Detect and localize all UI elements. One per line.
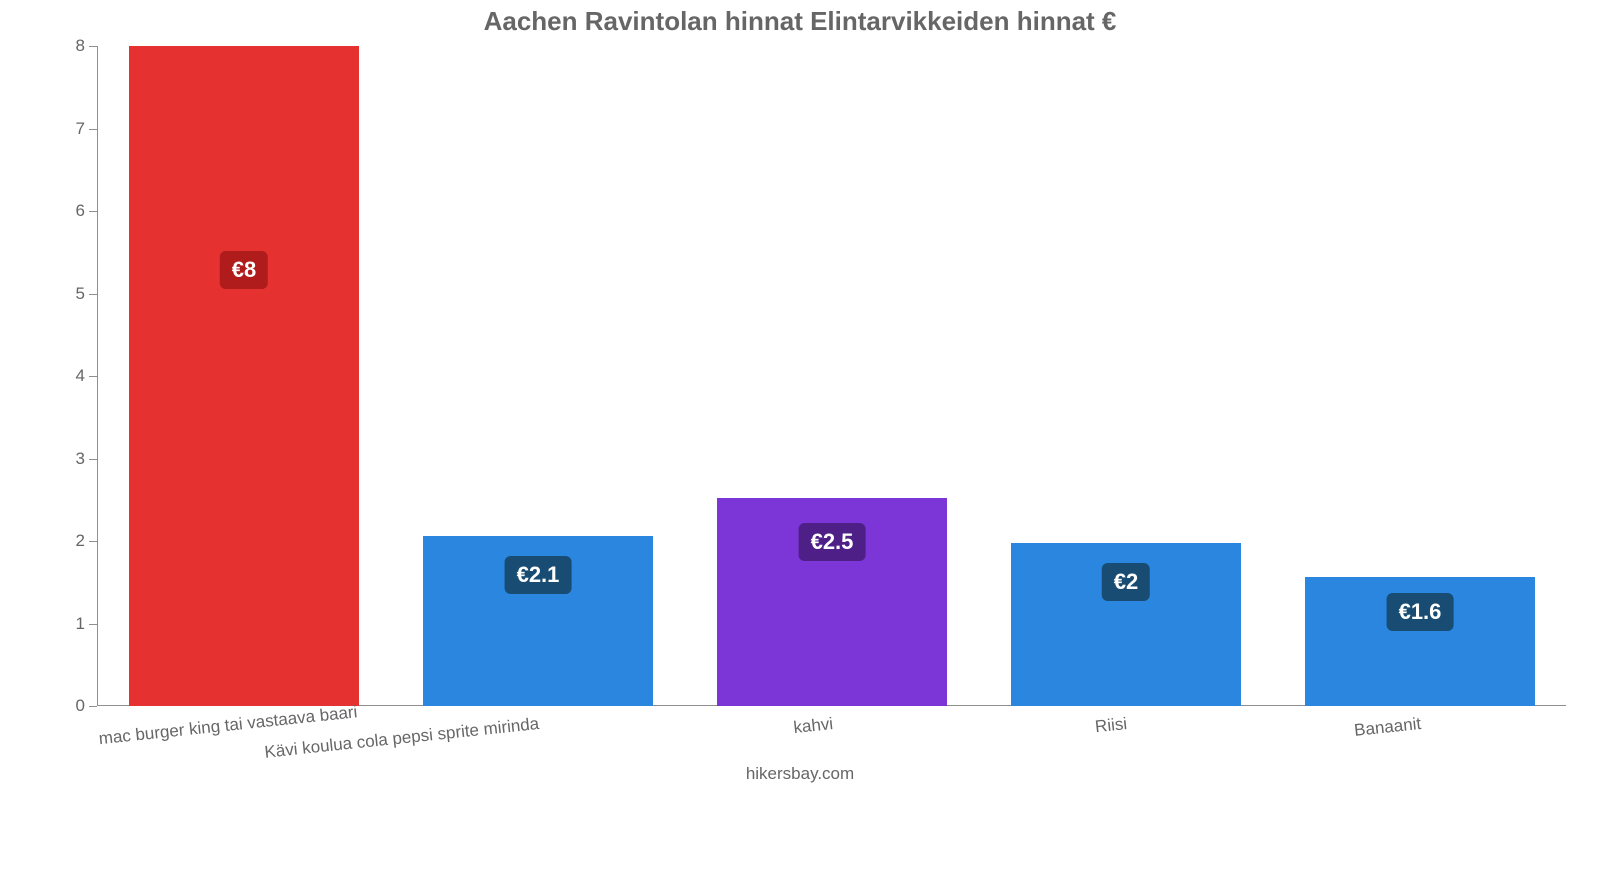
footer-credit: hikersbay.com [0,764,1600,784]
x-axis-category-label: mac burger king tai vastaava baari [98,714,246,749]
chart-plot-area: 012345678€8mac burger king tai vastaava … [96,46,1566,706]
y-axis-tick-label: 5 [76,284,97,304]
y-axis-tick-label: 3 [76,449,97,469]
y-axis-tick-label: 1 [76,614,97,634]
bar-value-badge: €2 [1102,563,1150,601]
bar-value-badge: €2.5 [799,523,866,561]
y-axis-tick-label: 4 [76,366,97,386]
bar [129,46,358,706]
y-axis-tick-label: 6 [76,201,97,221]
y-axis-tick-label: 7 [76,119,97,139]
bar-value-badge: €2.1 [505,556,572,594]
y-axis-tick-label: 0 [76,696,97,716]
y-axis-tick-label: 2 [76,531,97,551]
bar-value-badge: €1.6 [1387,593,1454,631]
y-axis-line [97,46,98,706]
bar-value-badge: €8 [220,251,268,289]
y-axis-tick-label: 8 [76,36,97,56]
chart-title: Aachen Ravintolan hinnat Elintarvikkeide… [0,6,1600,37]
